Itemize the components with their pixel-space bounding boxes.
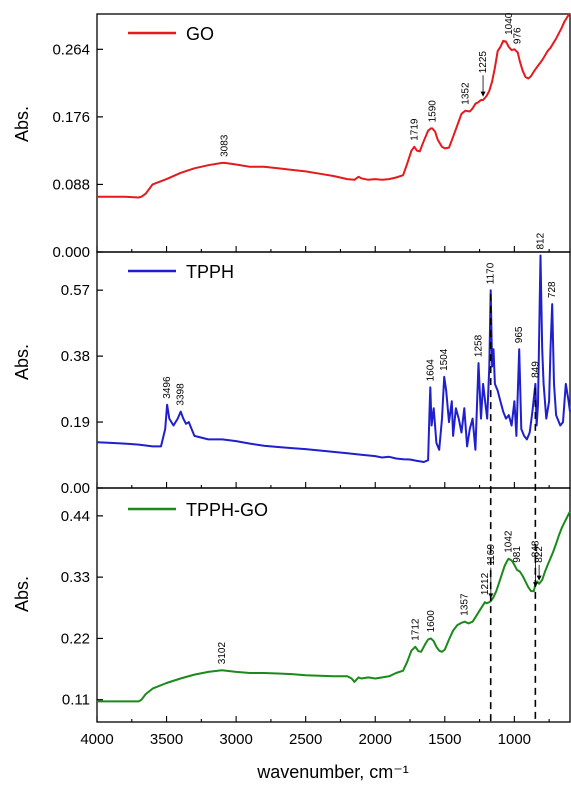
- y-tick-label: 0.38: [61, 348, 90, 365]
- peak-label: 1357: [460, 593, 471, 616]
- x-tick-label: 1500: [428, 731, 461, 748]
- y-axis-title-tpph: Abs.: [12, 344, 32, 380]
- peak-label: 849: [530, 361, 541, 378]
- peak-label: 1258: [474, 334, 485, 357]
- peak-arrowhead: [480, 91, 486, 97]
- series-line-tpph-go: [97, 510, 571, 703]
- panel-tpphgo-frame: [96, 487, 571, 723]
- peak-label: 3496: [162, 376, 173, 399]
- peak-label: 981: [512, 546, 523, 563]
- peak-label: 1504: [439, 348, 450, 371]
- x-axis-title: wavenumber, cm⁻¹: [256, 762, 409, 782]
- peak-label: 1212: [480, 572, 491, 595]
- peak-label: 965: [514, 326, 525, 343]
- peak-label: 1042: [504, 530, 515, 553]
- legend-label-tpphgo: TPPH-GO: [186, 500, 268, 520]
- x-tick-label: 2000: [359, 731, 392, 748]
- peak-label: 1169: [486, 544, 497, 566]
- legend-label-tpph: TPPH: [186, 262, 234, 282]
- y-tick-label: 0.57: [61, 282, 90, 299]
- peak-label: 822: [534, 546, 545, 563]
- peak-label: 812: [536, 232, 547, 249]
- y-tick-label: 0.33: [61, 569, 90, 586]
- y-tick-label: 0.176: [52, 109, 90, 126]
- legend-label-go: GO: [186, 24, 214, 44]
- peak-label: 1352: [460, 82, 471, 105]
- guide-layer: [489, 294, 537, 722]
- peak-label: 3102: [217, 642, 228, 665]
- peak-label: 728: [547, 281, 558, 298]
- peak-label: 3083: [220, 134, 231, 157]
- y-tick-label: 0.44: [61, 508, 90, 525]
- peak-label: 3398: [176, 383, 187, 406]
- x-tick-label: 1000: [498, 731, 531, 748]
- y-tick-label: 0.22: [61, 630, 90, 647]
- y-tick-label: 0.19: [61, 414, 90, 431]
- y-tick-label: 0.000: [52, 244, 90, 261]
- peak-label: 1590: [427, 100, 438, 123]
- x-tick-label: 4000: [80, 731, 113, 748]
- y-tick-label: 0.088: [52, 176, 90, 193]
- peak-label: 1225: [478, 51, 489, 74]
- peak-label: 1040: [504, 12, 515, 35]
- peak-label: 1604: [425, 359, 436, 382]
- series-line-go: [97, 12, 571, 199]
- peak-label: 1170: [486, 262, 497, 284]
- peak-label: 976: [513, 27, 524, 44]
- x-tick-label: 2500: [289, 731, 322, 748]
- y-tick-label: 0.00: [61, 480, 90, 497]
- line-layer: [96, 12, 571, 703]
- x-tick-label: 3500: [150, 731, 183, 748]
- series-line-tpph: [96, 254, 571, 463]
- y-axis-title-tpphgo: Abs.: [12, 576, 32, 612]
- y-tick-label: 0.264: [52, 41, 90, 58]
- peak-label: 1600: [426, 610, 437, 633]
- peak-arrowhead: [536, 575, 542, 581]
- y-axis-title-go: Abs.: [12, 106, 32, 142]
- peak-label: 1719: [409, 118, 420, 141]
- y-tick-label: 0.11: [62, 692, 90, 709]
- peak-label: 1712: [410, 618, 421, 641]
- tick-layer: 0.000 0.088 0.176 0.264 0.00 0.19 0.38 0.57 0.11…: [52, 41, 550, 748]
- x-tick-label: 3000: [219, 731, 252, 748]
